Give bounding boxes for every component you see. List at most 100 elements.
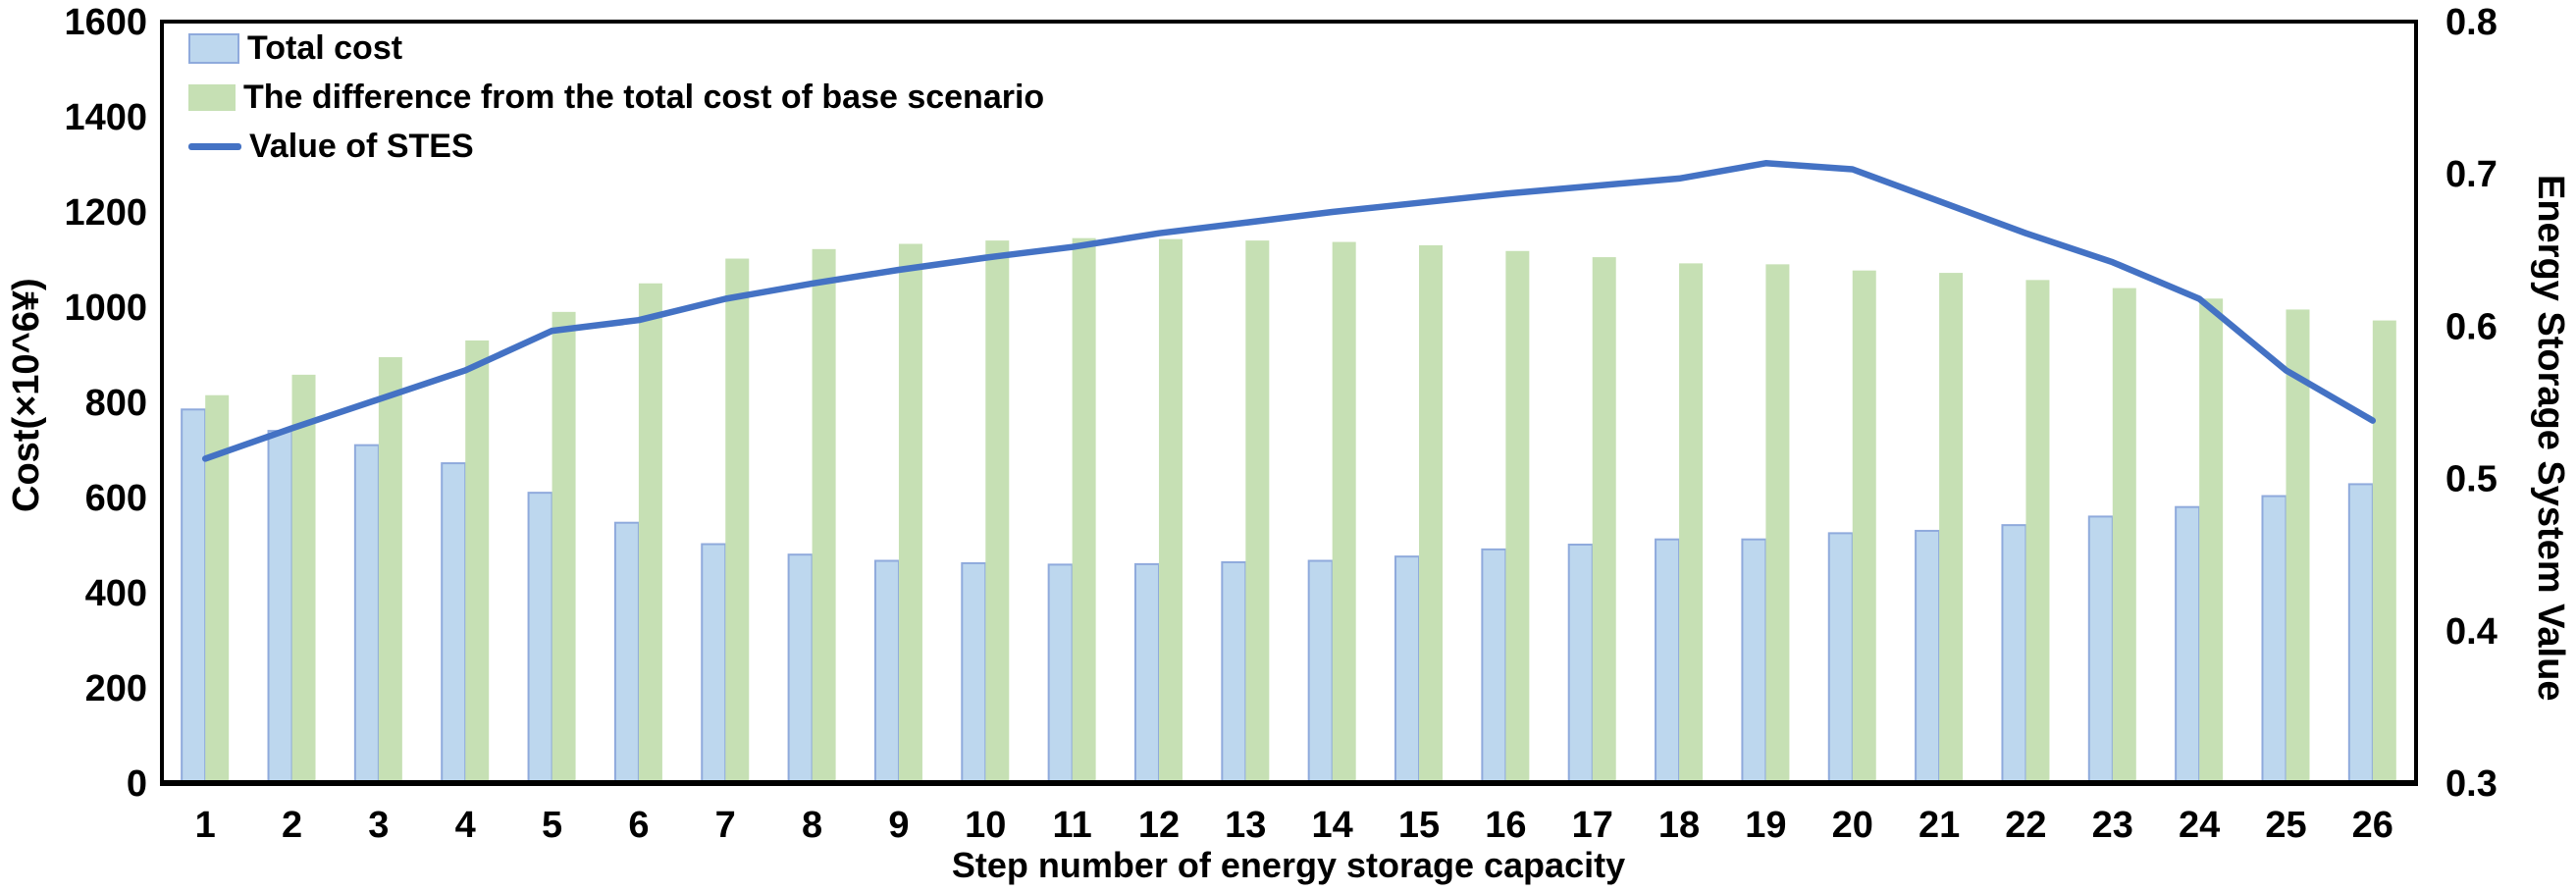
bar-difference [1332, 241, 1356, 783]
bar-total-cost [1567, 544, 1594, 785]
legend-item-total-cost: Total cost [188, 24, 1044, 73]
bar-difference [291, 374, 316, 783]
y-right-tick-label: 0.7 [2445, 154, 2497, 195]
x-tick-label: 14 [1312, 805, 1353, 846]
x-tick-label: 2 [282, 805, 302, 846]
bar-total-cost [2087, 515, 2114, 785]
x-tick-label: 11 [1053, 805, 1092, 846]
x-tick-label: 4 [455, 805, 476, 846]
x-tick-label: 22 [2005, 805, 2046, 846]
bar-total-cost [441, 462, 467, 784]
bar-difference [1765, 264, 1790, 784]
x-tick-label: 24 [2179, 805, 2220, 846]
bar-difference [2199, 298, 2224, 783]
bar-total-cost [1047, 563, 1074, 785]
bar-total-cost [2001, 524, 2027, 784]
bar-total-cost [613, 521, 640, 785]
bar-difference [638, 283, 662, 783]
bar-difference [1245, 240, 1270, 784]
x-tick-label: 17 [1572, 805, 1613, 846]
bar-difference [812, 248, 836, 783]
legend: Total cost The difference from the total… [188, 24, 1044, 171]
bar-difference [1852, 270, 1876, 783]
bar-total-cost [1221, 560, 1247, 785]
legend-swatch-difference-icon [188, 83, 236, 111]
x-axis-title: Step number of energy storage capacity [951, 845, 1626, 885]
x-tick-label: 21 [1919, 805, 1960, 846]
y-left-tick-label: 200 [85, 668, 147, 709]
x-tick-label: 12 [1138, 805, 1180, 846]
y-right-tick-label: 0.5 [2445, 459, 2497, 500]
y-left-tick-label: 0 [127, 763, 147, 805]
x-tick-label: 25 [2265, 805, 2306, 846]
bar-total-cost [701, 543, 727, 785]
bar-total-cost [2261, 495, 2287, 784]
legend-item-value-of-stes: Value of STES [188, 122, 1044, 171]
line-value-of-stes [201, 160, 2377, 462]
legend-label-value-of-stes: Value of STES [249, 128, 474, 165]
y-left-tick-label: 1200 [64, 192, 147, 234]
x-tick-label: 26 [2352, 805, 2393, 846]
y-left-tick-label: 1000 [64, 288, 147, 329]
bar-total-cost [1307, 559, 1334, 784]
bar-difference [1072, 237, 1096, 784]
bar-total-cost [787, 553, 814, 785]
bar-total-cost [2175, 505, 2201, 784]
bar-total-cost [1827, 532, 1854, 784]
x-tick-label: 9 [888, 805, 909, 846]
legend-item-difference: The difference from the total cost of ba… [188, 73, 1044, 122]
x-tick-label: 10 [965, 805, 1006, 846]
x-tick-label: 18 [1658, 805, 1700, 846]
bar-total-cost [1915, 529, 1941, 784]
x-tick-label: 7 [715, 805, 736, 846]
bar-total-cost [1481, 548, 1507, 784]
bar-difference [465, 340, 490, 783]
x-tick-label: 8 [802, 805, 822, 846]
left-axis-title: Cost(×10^6¥) [6, 278, 47, 512]
bar-difference [2286, 309, 2310, 783]
bar-difference [1158, 238, 1183, 783]
y-left-tick-label: 400 [85, 573, 147, 614]
bar-total-cost [2347, 483, 2374, 784]
x-tick-label: 13 [1225, 805, 1266, 846]
bar-total-cost [961, 561, 987, 784]
bar-total-cost [1133, 562, 1160, 785]
y-right-tick-label: 0.8 [2445, 2, 2497, 43]
x-tick-label: 15 [1398, 805, 1440, 846]
bar-total-cost [1394, 555, 1421, 785]
bar-difference [985, 240, 1010, 784]
x-tick-label: 3 [368, 805, 389, 846]
y-right-tick-label: 0.3 [2445, 763, 2497, 805]
bar-difference [552, 311, 576, 783]
bar-total-cost [1655, 538, 1681, 784]
legend-swatch-stes-line-icon [188, 142, 241, 150]
y-left-tick-label: 1600 [64, 2, 147, 43]
bar-difference [1679, 263, 1704, 783]
bar-total-cost [267, 430, 293, 784]
legend-label-difference: The difference from the total cost of ba… [243, 79, 1045, 116]
y-left-tick-label: 600 [85, 478, 147, 519]
bar-difference [378, 356, 402, 783]
y-right-tick-label: 0.6 [2445, 306, 2497, 347]
bar-difference [1505, 250, 1530, 783]
bar-total-cost [1741, 538, 1767, 784]
x-tick-label: 16 [1485, 805, 1526, 846]
bar-total-cost [527, 492, 553, 784]
x-tick-label: 19 [1745, 805, 1786, 846]
bar-total-cost [353, 444, 380, 784]
x-tick-label: 5 [542, 805, 562, 846]
right-axis-title: Energy Storage System Value [2530, 175, 2571, 702]
bar-difference [2372, 320, 2396, 783]
bar-difference [2025, 280, 2050, 784]
bar-difference [1939, 273, 1964, 784]
bar-difference [1592, 257, 1616, 783]
bar-difference [2112, 288, 2136, 783]
legend-swatch-total-cost-icon [188, 32, 239, 64]
x-tick-label: 23 [2092, 805, 2133, 846]
bar-difference [1419, 244, 1444, 783]
x-tick-label: 20 [1832, 805, 1873, 846]
bar-total-cost [873, 559, 900, 784]
x-tick-label: 6 [628, 805, 649, 846]
y-left-tick-label: 800 [85, 383, 147, 424]
